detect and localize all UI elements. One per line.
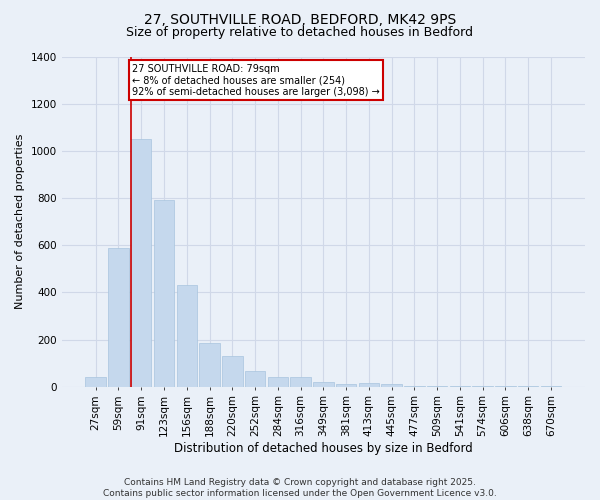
Bar: [176, 286, 197, 386]
Bar: [382, 384, 402, 386]
Text: 27, SOUTHVILLE ROAD, BEDFORD, MK42 9PS: 27, SOUTHVILLE ROAD, BEDFORD, MK42 9PS: [144, 12, 456, 26]
Text: 27 SOUTHVILLE ROAD: 79sqm
← 8% of detached houses are smaller (254)
92% of semi-: 27 SOUTHVILLE ROAD: 79sqm ← 8% of detach…: [132, 64, 380, 97]
Bar: [199, 343, 220, 386]
Y-axis label: Number of detached properties: Number of detached properties: [15, 134, 25, 310]
X-axis label: Distribution of detached houses by size in Bedford: Distribution of detached houses by size …: [174, 442, 473, 455]
Bar: [268, 377, 288, 386]
Bar: [245, 372, 265, 386]
Bar: [313, 382, 334, 386]
Bar: [336, 384, 356, 386]
Bar: [85, 377, 106, 386]
Bar: [222, 356, 242, 386]
Bar: [108, 248, 129, 386]
Bar: [131, 139, 151, 386]
Bar: [290, 377, 311, 386]
Text: Contains HM Land Registry data © Crown copyright and database right 2025.
Contai: Contains HM Land Registry data © Crown c…: [103, 478, 497, 498]
Bar: [154, 200, 174, 386]
Bar: [359, 383, 379, 386]
Text: Size of property relative to detached houses in Bedford: Size of property relative to detached ho…: [127, 26, 473, 39]
